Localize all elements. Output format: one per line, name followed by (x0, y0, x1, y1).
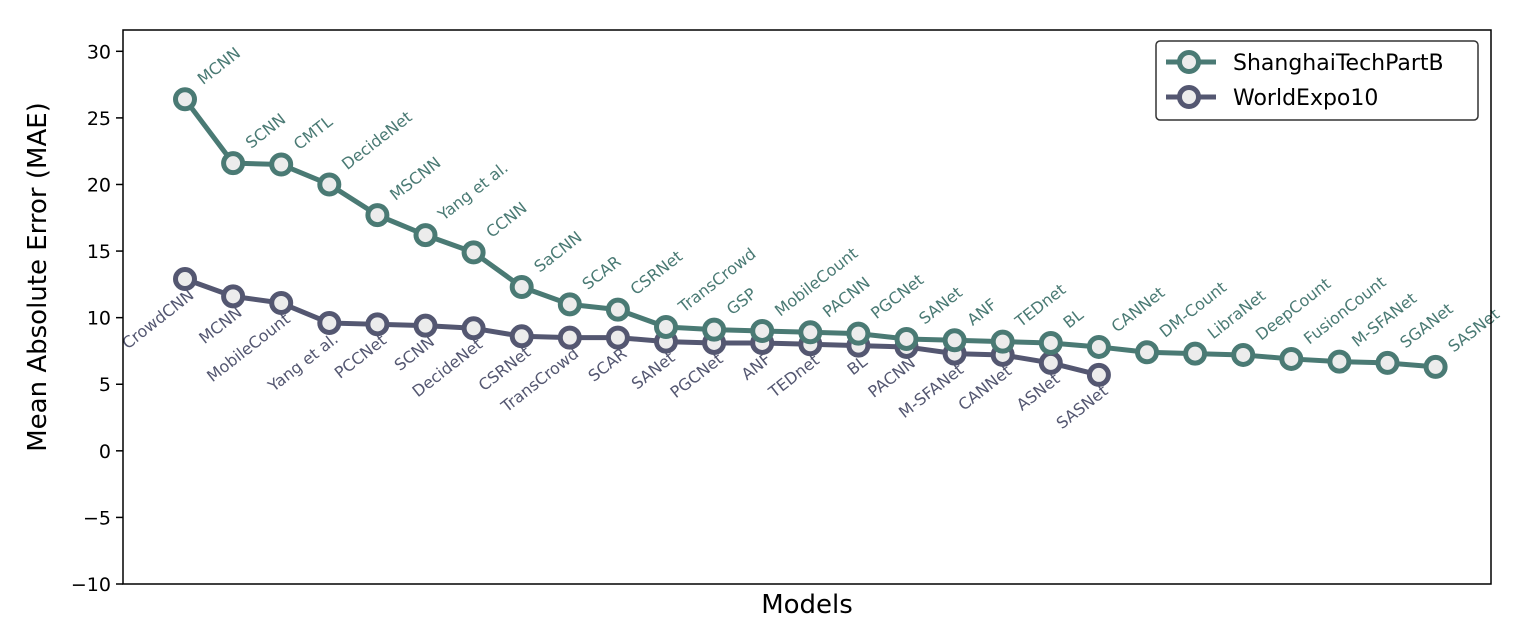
data-point (509, 324, 534, 349)
data-point (413, 223, 438, 248)
point-label: CSRNet (627, 247, 686, 299)
axes-frame (122, 29, 1492, 585)
data-point (1086, 334, 1111, 359)
point-label: Yang et al. (264, 329, 342, 396)
point-label: CrowdCNN (118, 285, 197, 353)
legend-label: WorldExpo10 (1233, 86, 1378, 111)
data-point (173, 87, 197, 112)
data-point (702, 317, 727, 342)
data-point (269, 152, 294, 177)
point-label: BL (1060, 305, 1087, 332)
data-point (605, 297, 630, 322)
data-point (798, 320, 823, 345)
data-point (894, 326, 919, 351)
data-point (1183, 341, 1208, 366)
legend-label: ShanghaiTechPartB (1233, 51, 1444, 76)
point-label: SCNN (242, 109, 289, 152)
data-point (1423, 354, 1448, 379)
data-point (942, 328, 967, 353)
point-label: SCAR (579, 252, 625, 294)
data-point (750, 318, 775, 343)
data-point (269, 291, 294, 316)
data-point (221, 151, 246, 176)
data-point (1327, 349, 1352, 374)
point-label: DecideNet (338, 107, 415, 173)
point-label: SaCNN (530, 227, 585, 276)
y-tick-label: 30 (87, 41, 111, 63)
data-point (1038, 330, 1063, 355)
data-point (173, 267, 197, 292)
legend-box (1155, 40, 1479, 121)
point-label: SCAR (584, 344, 630, 386)
point-label: TEDnet (764, 350, 823, 402)
y-tick-label: 20 (87, 174, 111, 196)
point-label: ANF (738, 349, 775, 384)
data-point (1375, 350, 1400, 375)
data-point (1279, 346, 1304, 371)
legend-marker (1177, 85, 1201, 109)
data-point (365, 312, 390, 337)
point-label: TEDnet (1011, 280, 1070, 332)
point-label: MSCNN (386, 153, 444, 204)
point-label: ASNet (1013, 369, 1063, 414)
point-label: BL (843, 352, 870, 379)
data-point (317, 172, 342, 197)
y-axis-title: Mean Absolute Error (MAE) (23, 102, 53, 452)
data-point (990, 329, 1015, 354)
data-point (221, 284, 246, 309)
y-tick-label: 15 (87, 241, 111, 263)
y-tick-label: 10 (87, 308, 111, 330)
data-point (509, 275, 534, 300)
point-label: SASNet (1053, 381, 1112, 433)
y-tick-label: 0 (99, 441, 111, 463)
y-tick-label: 25 (87, 108, 111, 130)
y-tick-label: −5 (83, 507, 111, 529)
data-point (365, 203, 390, 228)
data-point (557, 292, 582, 317)
point-label: PGCNet (667, 349, 727, 402)
y-tick-label: −10 (71, 574, 111, 596)
data-point (461, 240, 486, 265)
point-label: MobileCount (771, 244, 861, 321)
point-label: MCNN (195, 303, 245, 348)
data-point (1135, 340, 1159, 365)
data-point (1231, 342, 1256, 367)
point-label: CCNN (482, 198, 530, 241)
data-point (317, 310, 342, 335)
legend: ShanghaiTechPartB WorldExpo10 (1155, 40, 1479, 121)
point-label: PCCNet (331, 330, 390, 382)
point-label: ANF (963, 295, 1000, 330)
legend-marker (1177, 50, 1201, 74)
point-label: MCNN (194, 43, 244, 88)
legend-item: WorldExpo10 (1166, 85, 1378, 111)
x-axis-title: Models (761, 590, 853, 620)
axes: −10 −5 0 5 10 15 20 25 30 (71, 29, 1492, 596)
data-point (605, 325, 630, 350)
point-label: CANNet (954, 361, 1015, 414)
data-point (846, 321, 871, 346)
data-point (413, 313, 438, 338)
point-label: CMTL (290, 112, 336, 154)
data-point (654, 314, 678, 339)
point-label: GSP (723, 284, 760, 319)
data-point (1086, 362, 1111, 387)
y-tick-label: 5 (99, 374, 111, 396)
point-label: SANet (915, 283, 966, 328)
data-point (557, 325, 582, 350)
legend-item: ShanghaiTechPartB (1166, 50, 1444, 76)
data-point (461, 316, 486, 341)
